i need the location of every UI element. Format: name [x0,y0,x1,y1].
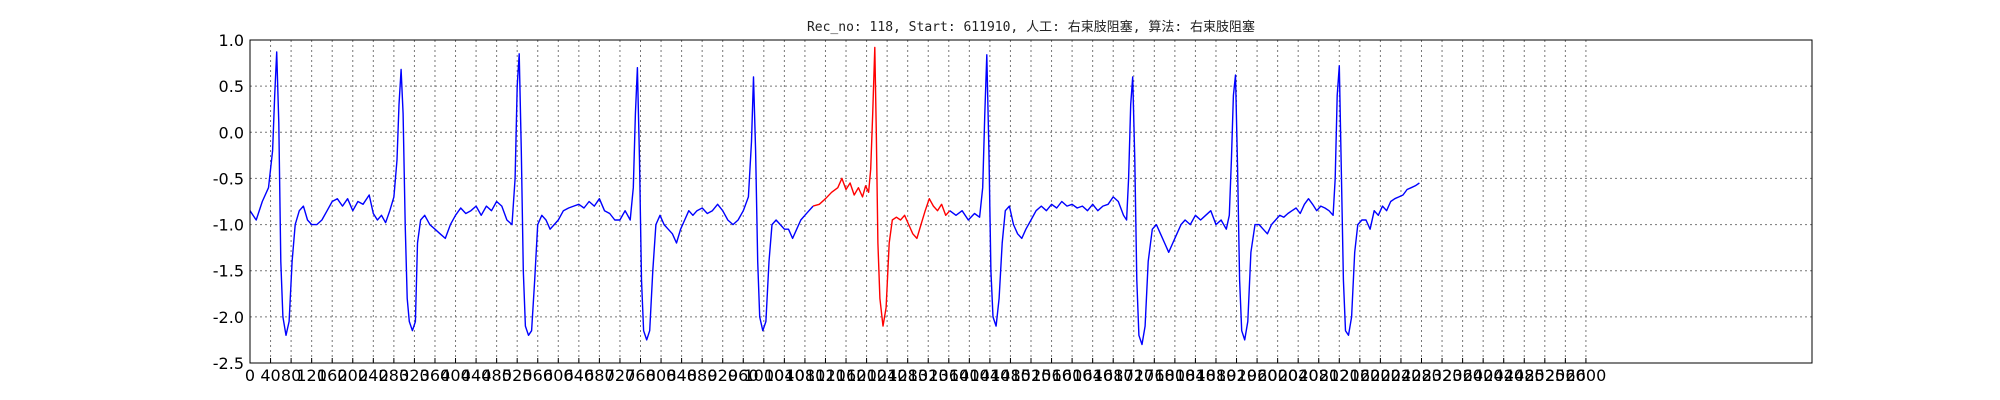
x-tick-label: 320 [399,366,430,385]
x-tick-label: 1320 [908,366,949,385]
y-tick-label: -0.5 [213,169,244,188]
x-tick-label: 2000 [1257,366,1298,385]
x-tick-label: 1920 [1216,366,1257,385]
x-tick-label: 1200 [846,366,887,385]
x-tick-label: 960 [728,366,759,385]
x-tick-label: 1240 [867,366,908,385]
x-tick-label: 800 [646,366,677,385]
x-tick-label: 120 [296,366,327,385]
x-tick-label: 40 [260,366,280,385]
x-tick-label: 1800 [1155,366,1196,385]
x-tick-label: 2120 [1319,366,1360,385]
x-tick-label: 760 [625,366,656,385]
x-tick-label: 480 [481,366,512,385]
x-tick-label: 360 [420,366,451,385]
x-tick-label: 2360 [1442,366,1483,385]
x-tick-label: 1360 [928,366,969,385]
x-tick-label: 1400 [949,366,990,385]
x-tick-label: 1720 [1113,366,1154,385]
x-tick-label: 2280 [1401,366,1442,385]
x-tick-label: 160 [317,366,348,385]
x-axis: 0 40 8012016020024028032036040044048052056… [245,358,1606,385]
x-tick-label: 2520 [1524,366,1565,385]
x-tick-label: 200 [337,366,368,385]
y-tick-label: -1.0 [213,216,244,235]
x-tick-label: 1480 [990,366,1031,385]
y-tick-label: -2.0 [213,308,244,327]
x-tick-label: 680 [584,366,615,385]
grid [249,39,1812,364]
x-tick-label: 1120 [805,366,846,385]
x-tick-label: 1760 [1134,366,1175,385]
x-tick-label: 1600 [1052,366,1093,385]
x-tick-label: 2080 [1298,366,1339,385]
x-tick-label: 80 [281,366,301,385]
ecg-series-line-2 [812,46,951,327]
x-tick-label: 1880 [1196,366,1237,385]
y-tick-label: 0.0 [219,123,244,142]
x-tick-label: 600 [543,366,574,385]
x-tick-label: 2040 [1278,366,1319,385]
x-tick-label: 920 [707,366,738,385]
x-tick-label: 2200 [1360,366,1401,385]
x-tick-label: 1080 [785,366,826,385]
ecg-series-line-3 [949,54,1420,346]
x-tick-label: 2600 [1566,366,1607,385]
y-tick-label: -2.5 [213,354,244,373]
x-tick-label: 1160 [826,366,867,385]
x-tick-label: 1040 [764,366,805,385]
x-tick-label: 720 [605,366,636,385]
chart-title: Rec_no: 118, Start: 611910, 人工: 右束肢阻塞, 算… [807,19,1255,35]
y-axis: 1.0 0.5 0.0 -0.5 -1.0 -1.5 -2.0 -2.5 [213,31,244,373]
x-tick-label: 520 [502,366,533,385]
x-tick-label: 560 [522,366,553,385]
y-tick-label: 1.0 [219,31,244,50]
x-tick-label: 1280 [887,366,928,385]
x-tick-label: 240 [358,366,389,385]
x-tick-label: 2480 [1504,366,1545,385]
x-tick-label: 2400 [1463,366,1504,385]
x-tick-label: 1560 [1031,366,1072,385]
x-tick-label: 840 [666,366,697,385]
x-tick-label: 2320 [1422,366,1463,385]
y-tick-label: 0.5 [219,77,244,96]
x-tick-label: 1000 [743,366,784,385]
x-tick-label: 2160 [1339,366,1380,385]
x-tick-label: 1960 [1237,366,1278,385]
x-tick-label: 2560 [1545,366,1586,385]
x-tick-label: 1440 [970,366,1011,385]
x-tick-label: 1520 [1011,366,1052,385]
x-tick-label: 440 [461,366,492,385]
x-tick-label: 2440 [1483,366,1524,385]
x-tick-label: 2240 [1381,366,1422,385]
y-tick-label: -1.5 [213,262,244,281]
ecg-series-line-1 [249,51,814,341]
x-tick-label: 1840 [1175,366,1216,385]
x-tick-label: 880 [687,366,718,385]
x-tick-label: 400 [440,366,471,385]
x-tick-label: 1640 [1072,366,1113,385]
x-tick-label: 0 [245,366,255,385]
plot-lines [249,46,1420,346]
x-tick-label: 640 [564,366,595,385]
x-tick-label: 1680 [1093,366,1134,385]
x-tick-label: 280 [379,366,410,385]
